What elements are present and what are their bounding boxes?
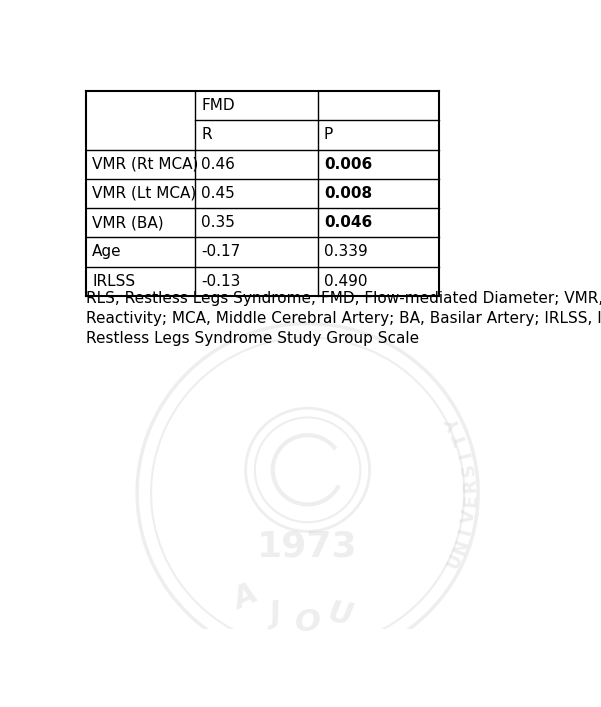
Text: Age: Age: [92, 245, 122, 259]
Text: I: I: [456, 449, 475, 460]
Text: -0.17: -0.17: [201, 245, 240, 259]
Text: T: T: [451, 431, 472, 448]
Text: R: R: [461, 478, 480, 492]
Text: RLS, Restless Legs Syndrome; FMD, Flow-mediated Diameter; VMR, Vasomotor: RLS, Restless Legs Syndrome; FMD, Flow-m…: [86, 291, 601, 306]
Text: U: U: [326, 598, 355, 631]
Text: 0.45: 0.45: [201, 186, 235, 201]
Text: 0.46: 0.46: [201, 157, 236, 172]
Text: N: N: [450, 537, 472, 557]
Text: -0.13: -0.13: [201, 274, 241, 288]
Text: Y: Y: [444, 415, 466, 434]
Text: 0.006: 0.006: [324, 157, 372, 172]
Text: 0.490: 0.490: [324, 274, 367, 288]
Text: 1973: 1973: [257, 530, 358, 564]
Text: S: S: [459, 462, 478, 477]
Text: VMR (Rt MCA): VMR (Rt MCA): [92, 157, 198, 172]
Text: VMR (BA): VMR (BA): [92, 215, 164, 230]
Text: O: O: [294, 608, 320, 637]
Text: A: A: [229, 579, 263, 615]
Text: 0.008: 0.008: [324, 186, 372, 201]
Text: J: J: [267, 600, 283, 630]
Text: FMD: FMD: [201, 98, 235, 113]
Text: 0.339: 0.339: [324, 245, 368, 259]
Text: V: V: [459, 508, 478, 525]
Text: 0.35: 0.35: [201, 215, 236, 230]
Text: 0.046: 0.046: [324, 215, 372, 230]
Text: I: I: [456, 527, 475, 537]
Text: IRLSS: IRLSS: [92, 274, 135, 288]
Text: U: U: [444, 551, 466, 572]
Text: R: R: [201, 127, 212, 142]
Text: VMR (Lt MCA): VMR (Lt MCA): [92, 186, 197, 201]
Text: Restless Legs Syndrome Study Group Scale: Restless Legs Syndrome Study Group Scale: [86, 332, 419, 346]
Text: P: P: [324, 127, 333, 142]
Text: E: E: [461, 494, 480, 508]
Text: Reactivity; MCA, Middle Cerebral Artery; BA, Basilar Artery; IRLSS, Internationa: Reactivity; MCA, Middle Cerebral Artery;…: [86, 311, 601, 326]
